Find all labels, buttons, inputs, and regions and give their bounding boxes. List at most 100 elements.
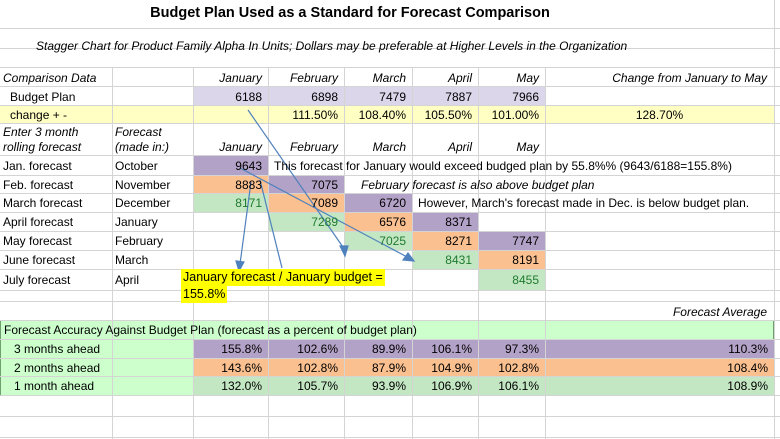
forecast-value: 8271 — [445, 234, 472, 248]
accuracy-value: 89.9% — [371, 342, 406, 356]
cell-fill — [193, 339, 774, 358]
forecast-value: 9643 — [235, 159, 262, 173]
forecast-row-label: July forecast — [3, 273, 71, 287]
month-header: May — [516, 71, 539, 85]
month-header: April — [447, 140, 472, 154]
accuracy-value: 106.1% — [498, 379, 539, 393]
month-header: February — [289, 140, 338, 154]
month-header: May — [516, 140, 539, 154]
cell-fill — [478, 250, 545, 269]
forecast-made-in: April — [115, 273, 140, 287]
page-subtitle: Stagger Chart for Product Family Alpha I… — [36, 39, 628, 53]
forecast-row-label: March forecast — [3, 196, 83, 210]
accuracy-value: 143.6% — [221, 361, 262, 375]
note-march: However, March's forecast made in Dec. i… — [418, 196, 750, 210]
forecast-row-label: Feb. forecast — [3, 178, 74, 192]
budget-value: 6898 — [311, 90, 338, 104]
change-value: 111.50% — [292, 108, 338, 122]
budget-row-fill — [193, 86, 545, 105]
change-value: 101.00% — [491, 108, 539, 122]
forecast-value: 8371 — [445, 215, 472, 229]
forecast-value: 7025 — [379, 234, 406, 248]
forecast-value: 8171 — [235, 196, 262, 210]
cell-fill — [412, 212, 478, 231]
forecast-value: 7289 — [311, 215, 338, 229]
cell-fill — [344, 193, 412, 212]
forecast-value: 7075 — [311, 178, 338, 192]
month-header: January — [219, 71, 262, 85]
cell-fill — [478, 269, 545, 290]
forecast-made-in: November — [115, 178, 171, 192]
forecast-value: 7747 — [512, 234, 539, 248]
cell-fill — [478, 231, 545, 250]
accuracy-value: 102.6% — [297, 342, 338, 356]
budget-plan-label: Budget Plan — [10, 90, 76, 104]
note-february: February forecast is also above budget p… — [361, 178, 595, 192]
highlight-note-line1: January forecast / January budget = — [181, 269, 385, 286]
forecast-value: 6576 — [379, 215, 406, 229]
forecast-made-in: October — [115, 159, 158, 173]
accuracy-value: 102.8% — [498, 361, 539, 375]
cell-fill — [412, 250, 478, 269]
month-header: March — [372, 140, 406, 154]
forecast-made-in: January — [115, 215, 158, 229]
cell-fill — [344, 212, 412, 231]
forecast-row-label: April forecast — [3, 215, 74, 229]
forecast-header-a1: Enter 3 month — [3, 125, 79, 139]
accuracy-value: 104.9% — [431, 361, 472, 375]
forecast-made-in: December — [115, 196, 171, 210]
accuracy-value: 106.1% — [431, 342, 472, 356]
accuracy-value: 105.7% — [297, 379, 338, 393]
change-total: 128.70% — [635, 108, 684, 122]
forecast-value: 7089 — [311, 196, 338, 210]
accuracy-value: 102.8% — [297, 361, 338, 375]
budget-value: 7966 — [512, 90, 539, 104]
accuracy-row-label: 2 months ahead — [14, 361, 101, 375]
forecast-header-b2: (made in:) — [115, 140, 170, 154]
month-header: April — [447, 71, 472, 85]
cell-fill — [268, 175, 344, 193]
cell-fill — [344, 231, 412, 250]
forecast-value: 8191 — [512, 253, 539, 267]
cell-fill — [193, 155, 268, 175]
highlight-note-line2: 155.8% — [181, 286, 228, 303]
forecast-value: 8431 — [445, 253, 472, 267]
forecast-made-in: February — [115, 234, 164, 248]
budget-value: 7887 — [445, 90, 472, 104]
note-january: This forecast for January would exceed b… — [274, 159, 732, 173]
forecast-header-b1: Forecast — [115, 125, 162, 139]
forecast-value: 8455 — [512, 273, 539, 287]
forecast-average-label: Forecast Average — [672, 305, 767, 319]
accuracy-value: 93.9% — [371, 379, 406, 393]
change-value: 105.50% — [424, 108, 472, 122]
forecast-row-label: June forecast — [3, 253, 76, 267]
cell-fill — [268, 212, 344, 231]
month-header: March — [372, 71, 406, 85]
cell-fill — [193, 358, 774, 376]
forecast-header-a2: rolling forecast — [3, 140, 82, 154]
month-header: February — [289, 71, 338, 85]
forecast-row-label: Jan. forecast — [3, 159, 72, 173]
forecast-row-label: May forecast — [3, 234, 72, 248]
accuracy-average: 108.9% — [727, 379, 768, 393]
budget-value: 6188 — [235, 90, 262, 104]
change-value: 108.40% — [358, 108, 406, 122]
accuracy-value: 97.3% — [504, 342, 539, 356]
cell-fill — [193, 175, 268, 193]
comparison-label: Comparison Data — [3, 71, 97, 85]
change-header: Change from January to May — [612, 71, 767, 85]
forecast-value: 8883 — [235, 178, 262, 192]
page-title: Budget Plan Used as a Standard for Forec… — [150, 5, 550, 21]
budget-value: 7479 — [379, 90, 406, 104]
accuracy-value: 87.9% — [371, 361, 406, 375]
accuracy-value: 155.8% — [221, 342, 262, 356]
cell-fill — [193, 376, 774, 395]
forecast-made-in: March — [115, 253, 149, 267]
accuracy-title: Forecast Accuracy Against Budget Plan (f… — [4, 323, 417, 337]
accuracy-average: 110.3% — [728, 342, 768, 356]
accuracy-row-label: 1 month ahead — [14, 379, 95, 393]
accuracy-average: 108.4% — [727, 361, 768, 375]
accuracy-row-label: 3 months ahead — [14, 342, 101, 356]
cell-fill — [412, 231, 478, 250]
